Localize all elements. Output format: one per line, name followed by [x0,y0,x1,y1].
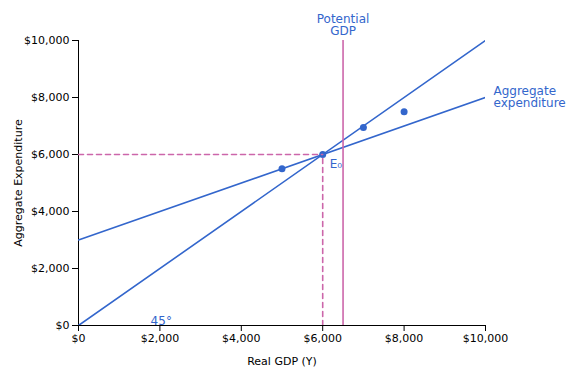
svg-text:$4,000: $4,000 [222,332,260,345]
svg-text:$8,000: $8,000 [31,91,70,104]
svg-text:$6,000: $6,000 [31,148,70,161]
svg-text:$0: $0 [56,319,70,332]
svg-text:Aggregate Expenditure: Aggregate Expenditure [12,119,25,247]
svg-text:$2,000: $2,000 [141,332,180,345]
svg-text:$0: $0 [72,332,86,345]
svg-text:$8,000: $8,000 [385,332,424,345]
svg-text:$10,000: $10,000 [24,34,70,47]
svg-text:45°: 45° [151,314,172,328]
svg-text:Aggregateexpenditure: Aggregateexpenditure [494,84,566,110]
svg-text:E₀: E₀ [330,157,343,171]
svg-text:$2,000: $2,000 [31,262,70,275]
svg-text:Real GDP (Y): Real GDP (Y) [247,355,317,367]
svg-text:PotentialGDP: PotentialGDP [317,12,370,38]
svg-text:$4,000: $4,000 [31,205,70,218]
svg-text:$10,000: $10,000 [463,332,509,345]
svg-text:$6,000: $6,000 [303,332,342,345]
